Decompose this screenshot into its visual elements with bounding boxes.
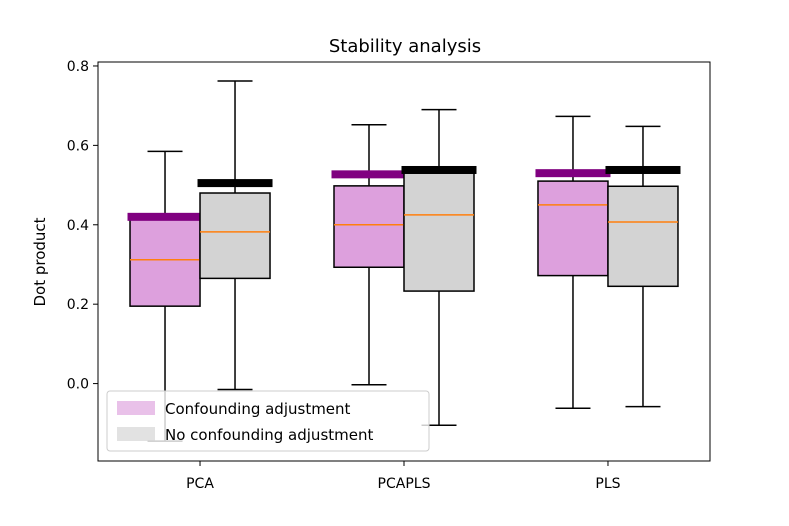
box-no-confounding-adjustment-pca [197, 80, 273, 391]
y-tick-label: 0.0 [67, 377, 89, 393]
reference-marker [197, 179, 273, 188]
box-body [333, 185, 405, 269]
legend-label: No confounding adjustment [165, 426, 373, 444]
box-confounding-adjustment-pls [535, 115, 611, 409]
legend-swatch [117, 427, 155, 441]
reference-marker [127, 212, 203, 221]
box-body [607, 185, 679, 288]
box-body [537, 180, 609, 277]
y-axis-label: Dot product [31, 217, 49, 306]
box-no-confounding-adjustment-pcapls [401, 108, 477, 427]
reference-marker [605, 165, 681, 174]
y-tick-label: 0.4 [67, 218, 89, 234]
x-tick-label: PCA [186, 476, 214, 492]
box-no-confounding-adjustment-pls [605, 125, 681, 408]
legend-box [106, 390, 430, 452]
legend: Confounding adjustment No confounding adj… [106, 390, 430, 452]
chart-title: Stability analysis [329, 36, 481, 57]
y-tick-label: 0.8 [67, 59, 89, 75]
box-body [199, 192, 271, 280]
reference-marker [535, 169, 611, 178]
box-body [403, 170, 475, 292]
plot-frame [97, 61, 711, 462]
x-tick-label: PLS [595, 476, 620, 492]
box-confounding-adjustment-pcapls [331, 123, 407, 386]
reference-marker [401, 165, 477, 174]
legend-label: Confounding adjustment [165, 400, 351, 418]
x-tick-label: PCAPLS [378, 476, 431, 492]
box-body [129, 216, 201, 307]
reference-marker [331, 170, 407, 179]
y-tick-label: 0.6 [67, 138, 89, 154]
y-tick-label: 0.2 [67, 297, 89, 313]
legend-swatch [117, 401, 155, 415]
